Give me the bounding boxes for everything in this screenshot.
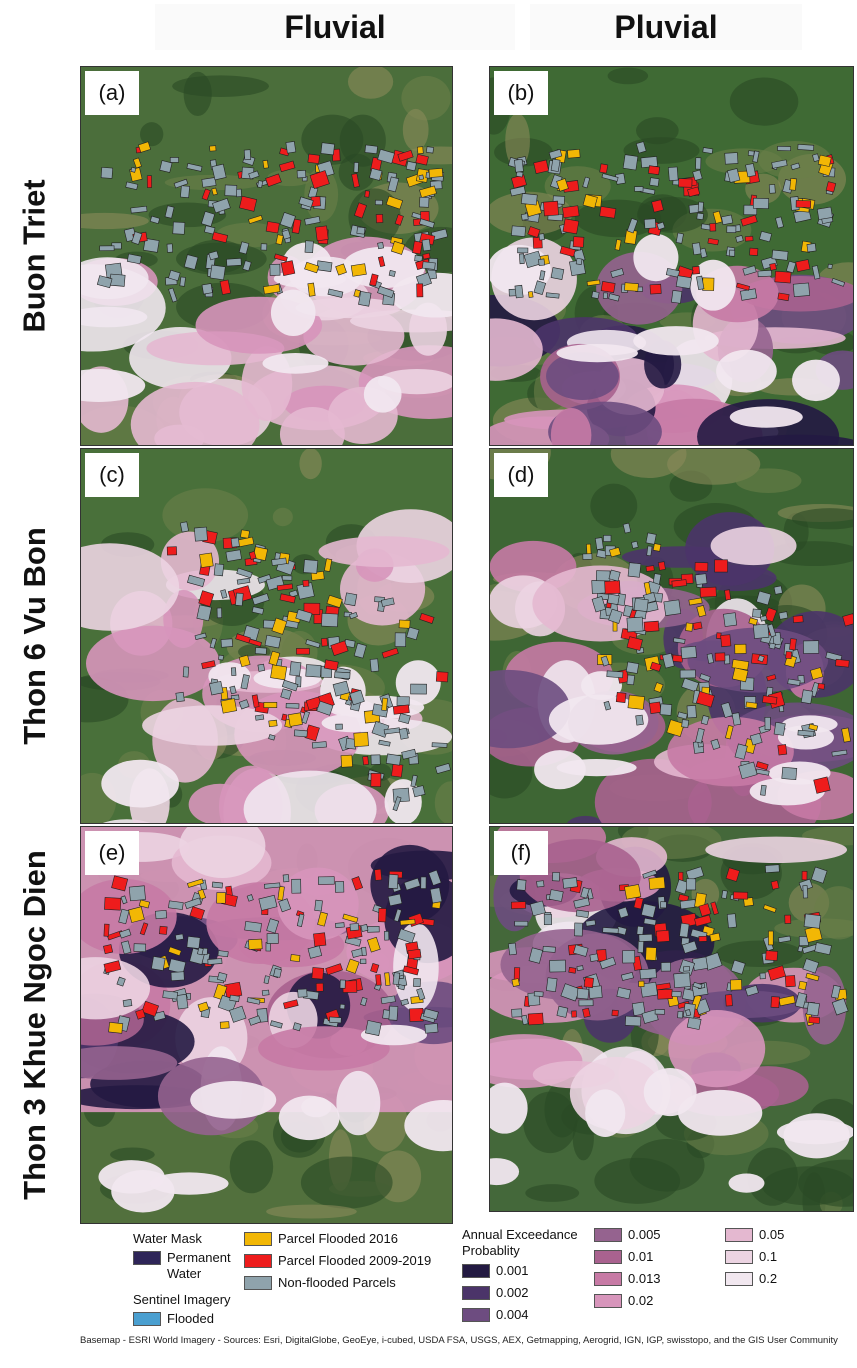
flooded-label: Flooded — [167, 1311, 214, 1326]
row-title-thon-6-vu-bon: Thon 6 Vu Bon — [17, 527, 53, 745]
panel-label-d: (d) — [494, 453, 548, 497]
parcel-2009-2019-label: Parcel Flooded 2009-2019 — [278, 1253, 432, 1268]
parcel-layer — [508, 864, 849, 1030]
aep-swatch — [725, 1272, 753, 1286]
legend-aep-title: Annual Exceedance Probablity — [462, 1227, 578, 1258]
aep-label: 0.2 — [759, 1271, 778, 1286]
aep-swatch — [594, 1272, 622, 1286]
non-flooded-swatch — [244, 1276, 272, 1290]
parcel-layer — [507, 141, 846, 304]
permanent-water-swatch — [133, 1251, 161, 1265]
legend-aep-0-05: 0.05 — [725, 1227, 784, 1243]
legend-parcel-2016: Parcel Flooded 2016 — [244, 1231, 398, 1247]
legend-flooded: Flooded — [133, 1311, 214, 1327]
aep-label: 0.002 — [496, 1285, 529, 1300]
aep-swatch — [462, 1264, 490, 1278]
map-panel-b: (b) — [489, 66, 854, 446]
parcel-2009-2019-swatch — [244, 1254, 272, 1268]
aep-label: 0.01 — [628, 1249, 654, 1264]
panel-label-f: (f) — [494, 831, 548, 875]
aep-swatch — [725, 1228, 753, 1242]
legend-aep-0-001: 0.001 — [462, 1263, 529, 1279]
permanent-water-label: Permanent Water — [167, 1250, 231, 1281]
legend-aep-0-2: 0.2 — [725, 1271, 777, 1287]
map-b-graphic — [490, 67, 853, 445]
column-title-fluvial: Fluvial — [155, 4, 515, 50]
flooded-swatch — [133, 1312, 161, 1326]
aep-swatch — [594, 1250, 622, 1264]
aep-label: 0.013 — [628, 1271, 661, 1286]
parcel-layer — [103, 868, 443, 1036]
column-title-pluvial: Pluvial — [530, 4, 802, 50]
panel-label-e: (e) — [85, 831, 139, 875]
map-a-graphic — [81, 67, 452, 445]
legend-aep-0-005: 0.005 — [594, 1227, 661, 1243]
legend-sentinel-title: Sentinel Imagery — [133, 1292, 231, 1307]
panel-label-b: (b) — [494, 71, 548, 115]
non-flooded-label: Non-flooded Parcels — [278, 1275, 396, 1290]
parcel-2016-label: Parcel Flooded 2016 — [278, 1231, 398, 1246]
legend-aep-0-01: 0.01 — [594, 1249, 653, 1265]
map-panel-d: (d) — [489, 448, 854, 824]
aep-swatch — [462, 1308, 490, 1322]
aep-label: 0.004 — [496, 1307, 529, 1322]
aep-swatch — [462, 1286, 490, 1300]
map-panel-f: (f) — [489, 826, 854, 1212]
legend-non-flooded: Non-flooded Parcels — [244, 1275, 396, 1291]
row-title-thon-3-khue-ngoc-dien: Thon 3 Khue Ngoc Dien — [17, 850, 52, 1200]
parcel-layer — [582, 522, 853, 796]
parcel-2016-swatch — [244, 1232, 272, 1246]
map-e-graphic — [81, 827, 452, 1223]
map-panel-e: (e) — [80, 826, 453, 1224]
panel-label-a: (a) — [85, 71, 139, 115]
map-f-graphic — [490, 827, 853, 1211]
aep-swatch — [594, 1228, 622, 1242]
aep-label: 0.1 — [759, 1249, 778, 1264]
aep-label: 0.02 — [628, 1293, 654, 1308]
map-panel-a: (a) — [80, 66, 453, 446]
legend-water-mask-title: Water Mask — [133, 1231, 202, 1246]
parcel-layer — [96, 141, 449, 307]
legend-aep-0-004: 0.004 — [462, 1307, 529, 1323]
legend-permanent-water: Permanent Water — [133, 1250, 238, 1282]
legend-aep-0-02: 0.02 — [594, 1293, 653, 1309]
flood-hazard-layer — [490, 233, 853, 445]
map-c-graphic — [81, 449, 452, 823]
aep-swatch — [725, 1250, 753, 1264]
legend-aep-0-013: 0.013 — [594, 1271, 661, 1287]
panel-label-c: (c) — [85, 453, 139, 497]
row-title-buon-triet: Buon Triet — [17, 179, 52, 333]
aep-swatch — [594, 1294, 622, 1308]
map-d-graphic — [490, 449, 853, 823]
legend-aep-0-1: 0.1 — [725, 1249, 777, 1265]
legend-aep-0-002: 0.002 — [462, 1285, 529, 1301]
basemap-credit: Basemap - ESRI World Imagery - Sources: … — [80, 1335, 838, 1346]
parcel-layer — [166, 521, 451, 812]
aep-label: 0.05 — [759, 1227, 785, 1242]
legend-parcel-2009-2019: Parcel Flooded 2009-2019 — [244, 1253, 431, 1269]
map-panel-c: (c) — [80, 448, 453, 824]
aep-label: 0.001 — [496, 1263, 529, 1278]
aep-label: 0.005 — [628, 1227, 661, 1242]
